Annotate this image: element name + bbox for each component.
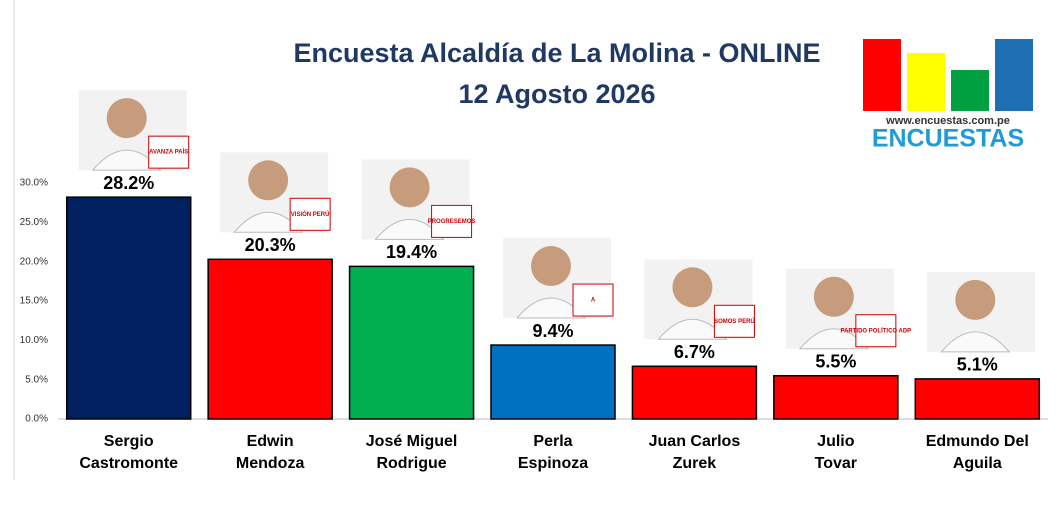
x-tick-label: Perla Espinoza [517, 433, 589, 472]
logo-bar [995, 39, 1033, 111]
logo-bar [907, 53, 945, 111]
photo-head [531, 246, 571, 287]
photo-head [672, 267, 713, 308]
y-tick-label: 5.0% [25, 374, 48, 385]
party-label: VISIÓN PERÚ [291, 210, 330, 218]
chart-subtitle: 12 Agosto 2026 [458, 79, 655, 109]
bar [348, 265, 475, 420]
photo-body [515, 297, 587, 319]
value-label: 9.4% [532, 321, 573, 341]
logo: www.encuestas.com.pe ENCUESTAS [863, 39, 1033, 153]
bar [65, 196, 192, 420]
photo-head [813, 276, 854, 317]
y-tick-label: 25.0% [20, 217, 48, 228]
bar [207, 258, 333, 420]
party-label: PROGRESEMOS [428, 219, 476, 225]
party-logo [855, 314, 897, 348]
bar [631, 365, 758, 420]
party-logo [289, 197, 331, 231]
logo-name: ENCUESTAS [872, 125, 1024, 153]
y-tick-label: 20.0% [20, 256, 48, 267]
photo-head [955, 279, 996, 320]
y-tick-label: 10.0% [20, 335, 48, 346]
photo-head [248, 160, 289, 201]
x-tick-label: Sergio Castromonte [79, 433, 179, 472]
party-logo [713, 304, 755, 338]
party-logo [431, 204, 473, 238]
value-label: 28.2% [103, 173, 154, 193]
photo-body [798, 328, 869, 350]
party-logo [148, 135, 190, 169]
photo-body [91, 149, 162, 171]
logo-bar [951, 70, 989, 111]
value-label: 19.4% [386, 242, 437, 262]
chart-title: Encuesta Alcaldía de La Molina - ONLINE [293, 38, 820, 68]
photo-head [389, 167, 430, 208]
photo-body [233, 211, 304, 233]
party-label: PARTIDO POLÍTICO ADP [841, 326, 912, 334]
x-tick-label: Edwin Mendoza [235, 433, 305, 472]
value-label: 5.1% [957, 355, 998, 375]
value-label: 20.3% [245, 235, 296, 255]
x-tick-label: Julio Tovar [814, 433, 858, 472]
logo-url: www.encuestas.com.pe [885, 115, 1010, 127]
x-tick-label: Edmundo Del Aguila [925, 433, 1029, 472]
party-label: AVANZA PAÍS [149, 148, 188, 156]
y-tick-label: 0.0% [25, 414, 48, 425]
x-tick-label: José Miguel Rodrigue [365, 433, 458, 472]
party-label: SOMOS PERÚ [714, 318, 755, 325]
x-tick-label: Juan Carlos Zurek [648, 433, 741, 472]
photo-body [374, 218, 445, 240]
value-label: 5.5% [815, 351, 856, 371]
logo-bar [863, 39, 901, 111]
party-logo [572, 283, 614, 317]
photo-body [940, 331, 1011, 353]
y-tick-label: 30.0% [20, 178, 48, 189]
photo-body [657, 318, 728, 340]
party-label: A [591, 298, 596, 304]
bar [773, 374, 899, 420]
y-tick-label: 15.0% [20, 296, 48, 307]
bar [490, 344, 616, 420]
value-label: 6.7% [674, 342, 715, 362]
photo-head [106, 98, 147, 139]
bar [914, 378, 1041, 420]
